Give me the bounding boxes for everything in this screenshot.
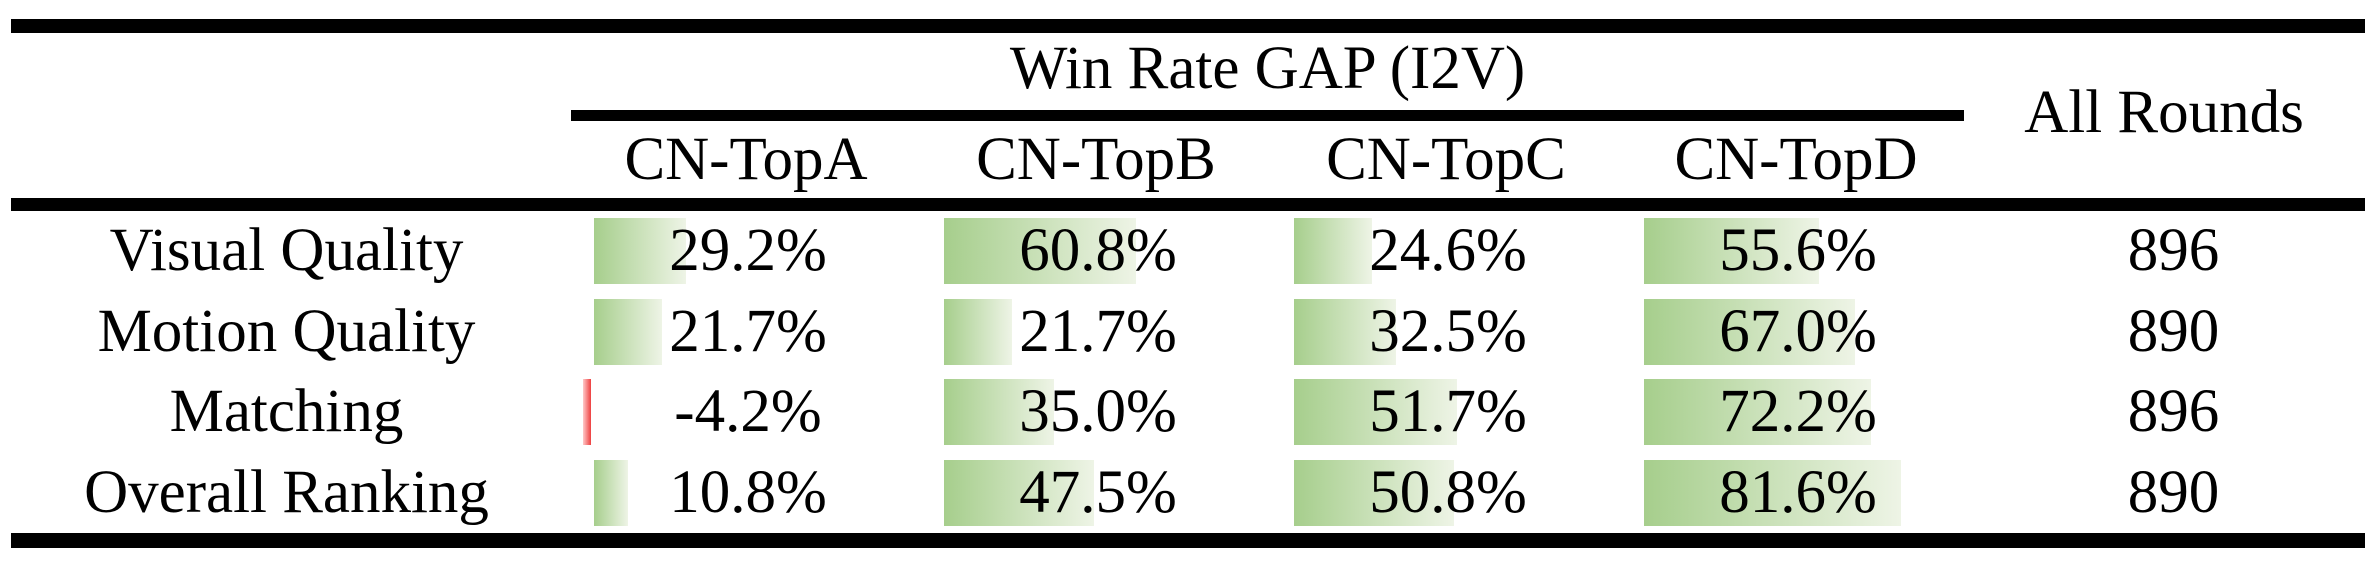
- data-bar: [594, 298, 663, 365]
- data-bar: [944, 379, 1055, 446]
- value-cell: 32.5%: [1273, 292, 1623, 373]
- data-bar: [1644, 379, 1872, 446]
- rounds-value: 890: [2127, 297, 2220, 365]
- value-text: 10.8%: [669, 458, 827, 526]
- value-text: 35.0%: [1019, 378, 1177, 446]
- value-text: 29.2%: [669, 217, 827, 285]
- data-bar: [1644, 459, 1901, 526]
- bottom-rule: [11, 533, 2365, 548]
- data-bar: [1644, 218, 1820, 285]
- row-label: Matching: [169, 378, 404, 446]
- table-row-motion-quality: Motion Quality 21.7% 21.7% 32.5% 67.0% 8…: [0, 292, 2374, 373]
- row-label: Motion Quality: [97, 297, 476, 365]
- column-header-cn-topc: CN-TopC: [1326, 125, 1566, 193]
- value-cell: 55.6%: [1623, 211, 1973, 292]
- data-bar: [1294, 459, 1454, 526]
- value-text: 55.6%: [1719, 217, 1877, 285]
- column-header-cn-topb: CN-TopB: [976, 125, 1216, 193]
- value-text: 60.8%: [1019, 217, 1177, 285]
- row-label: Overall Ranking: [84, 458, 489, 526]
- value-cell: 50.8%: [1273, 453, 1623, 534]
- value-cell: 24.6%: [1273, 211, 1623, 292]
- value-text: 51.7%: [1369, 378, 1527, 446]
- column-header-cn-topd: CN-TopD: [1674, 125, 1918, 193]
- value-text: -4.2%: [674, 378, 822, 446]
- value-cell: 29.2%: [573, 211, 923, 292]
- value-text: 21.7%: [669, 297, 827, 365]
- value-cell: 10.8%: [573, 453, 923, 534]
- data-bar: [594, 459, 628, 526]
- table-row-matching: Matching -4.2% 35.0% 51.7% 72.2% 896: [0, 372, 2374, 453]
- table-body: Visual Quality 29.2% 60.8% 24.6% 55.6% 8…: [0, 211, 2374, 533]
- value-cell: 21.7%: [573, 292, 923, 373]
- data-bar: [1294, 379, 1457, 446]
- mid-rule: [571, 110, 1964, 121]
- value-text: 67.0%: [1719, 297, 1877, 365]
- value-cell: 60.8%: [923, 211, 1273, 292]
- value-cell: 21.7%: [923, 292, 1273, 373]
- data-bar: [1294, 298, 1397, 365]
- rounds-value: 896: [2127, 217, 2220, 285]
- column-headers-row: CN-TopA CN-TopB CN-TopC CN-TopD: [571, 121, 1971, 198]
- value-text: 72.2%: [1719, 378, 1877, 446]
- data-bar: [1294, 218, 1372, 285]
- all-rounds-header: All Rounds: [2024, 79, 2304, 146]
- row-label: Visual Quality: [109, 217, 464, 285]
- value-text: 47.5%: [1019, 458, 1177, 526]
- value-cell: 35.0%: [923, 372, 1273, 453]
- value-text: 81.6%: [1719, 458, 1877, 526]
- data-bar: [944, 459, 1094, 526]
- value-text: 24.6%: [1369, 217, 1527, 285]
- top-rule: [11, 19, 2365, 33]
- header-separator-rule: [11, 198, 2365, 211]
- value-cell: 81.6%: [1623, 453, 1973, 534]
- value-cell: 51.7%: [1273, 372, 1623, 453]
- data-bar: [594, 218, 686, 285]
- table-row-overall-ranking: Overall Ranking 10.8% 47.5% 50.8% 81.6% …: [0, 453, 2374, 534]
- value-cell: 67.0%: [1623, 292, 1973, 373]
- rounds-value: 890: [2127, 458, 2220, 526]
- column-header-cn-topa: CN-TopA: [624, 125, 868, 193]
- table-row-visual-quality: Visual Quality 29.2% 60.8% 24.6% 55.6% 8…: [0, 211, 2374, 292]
- value-cell: -4.2%: [573, 372, 923, 453]
- value-cell: 72.2%: [1623, 372, 1973, 453]
- value-text: 50.8%: [1369, 458, 1527, 526]
- data-bar: [944, 218, 1136, 285]
- value-text: 32.5%: [1369, 297, 1527, 365]
- data-bar: [944, 298, 1013, 365]
- data-bar: [1644, 298, 1855, 365]
- group-header-win-rate-gap: Win Rate GAP (I2V): [1009, 35, 1526, 102]
- rounds-value: 896: [2127, 378, 2220, 446]
- value-cell: 47.5%: [923, 453, 1273, 534]
- data-bar: [583, 379, 591, 446]
- value-text: 21.7%: [1019, 297, 1177, 365]
